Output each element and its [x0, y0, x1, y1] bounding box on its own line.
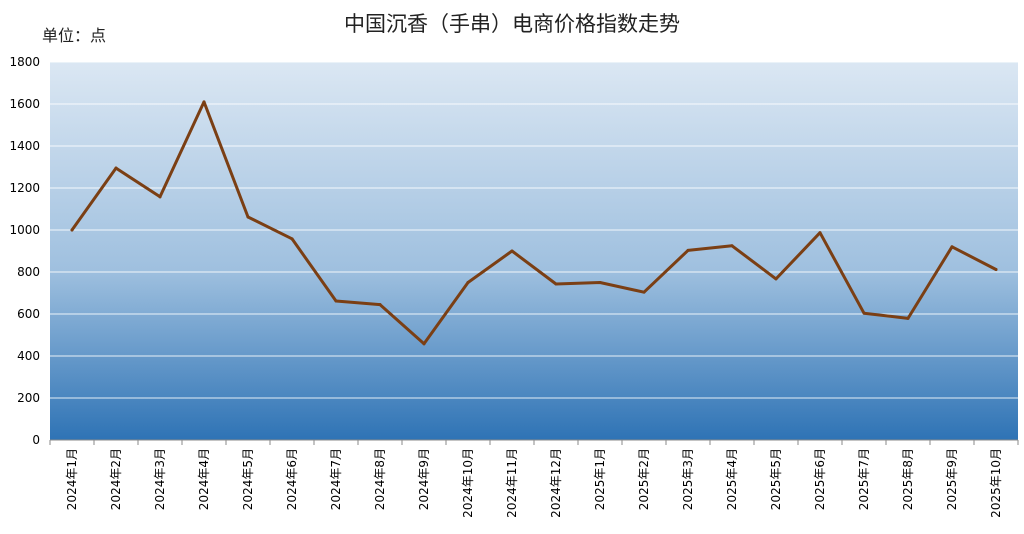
series-line	[70, 100, 998, 346]
data-point	[818, 231, 822, 235]
data-point	[906, 316, 910, 320]
x-tick-label: 2025年6月	[813, 448, 827, 510]
x-tick-label: 2025年2月	[637, 448, 651, 510]
data-point	[598, 281, 602, 284]
x-tick-label: 2024年3月	[153, 448, 167, 510]
y-tick-label: 1000	[9, 223, 40, 237]
x-tick-label: 2025年3月	[681, 448, 695, 510]
y-tick-label: 400	[17, 349, 40, 363]
data-point	[114, 166, 118, 170]
data-point	[730, 244, 734, 248]
x-tick-label: 2024年5月	[241, 448, 255, 510]
data-point	[686, 248, 690, 252]
x-tick-label: 2024年9月	[417, 448, 431, 510]
unit-label: 单位：点	[42, 26, 107, 45]
y-tick-label: 1200	[9, 181, 40, 195]
data-point	[994, 267, 998, 271]
y-tick-label: 0	[32, 433, 40, 447]
x-tick-label: 2024年7月	[329, 448, 343, 510]
y-tick-label: 1400	[9, 139, 40, 153]
x-tick-label: 2025年7月	[857, 448, 871, 510]
y-tick-label: 1600	[9, 97, 40, 111]
chart-title: 中国沉香（手串）电商价格指数走势	[344, 12, 680, 36]
data-point	[422, 342, 426, 346]
y-tick-label: 1800	[9, 55, 40, 69]
x-tick-label: 2025年4月	[725, 448, 739, 510]
data-point	[774, 277, 778, 281]
data-point	[466, 281, 470, 284]
series-layer	[70, 100, 998, 346]
x-tick-label: 2024年8月	[373, 448, 387, 510]
x-tick-label: 2025年9月	[945, 448, 959, 510]
x-tick-label: 2024年10月	[461, 448, 475, 518]
data-point	[862, 311, 866, 315]
y-tick-label: 200	[17, 391, 40, 405]
gridlines	[50, 61, 1018, 399]
y-axis: 0 200 400 600 800 1000 1200 1400 1600 1800	[9, 55, 40, 447]
x-tick-label: 2024年4月	[197, 448, 211, 510]
x-tick-label: 2025年1月	[593, 448, 607, 510]
data-point	[158, 195, 162, 199]
x-tick-label: 2024年11月	[505, 448, 519, 518]
data-point	[246, 215, 250, 219]
data-point	[510, 249, 514, 253]
x-tick-label: 2025年5月	[769, 448, 783, 510]
data-point	[290, 237, 294, 241]
y-tick-label: 600	[17, 307, 40, 321]
x-tick-label: 2025年10月	[989, 448, 1003, 518]
data-point	[642, 290, 646, 294]
x-axis: 2024年1月 2024年2月 2024年3月 2024年4月 2024年5月 2024年…	[49, 439, 1019, 518]
data-point	[950, 245, 954, 249]
data-point	[70, 228, 74, 232]
x-tick-label: 2024年6月	[285, 448, 299, 510]
data-point	[378, 303, 382, 307]
x-tick-label: 2024年1月	[65, 448, 79, 510]
data-point	[202, 100, 206, 104]
y-tick-label: 800	[17, 265, 40, 279]
x-tick-label: 2025年8月	[901, 448, 915, 510]
x-tick-label: 2024年12月	[549, 448, 563, 518]
x-tick-label: 2024年2月	[109, 448, 123, 510]
data-point	[554, 282, 558, 286]
data-point	[334, 299, 338, 303]
